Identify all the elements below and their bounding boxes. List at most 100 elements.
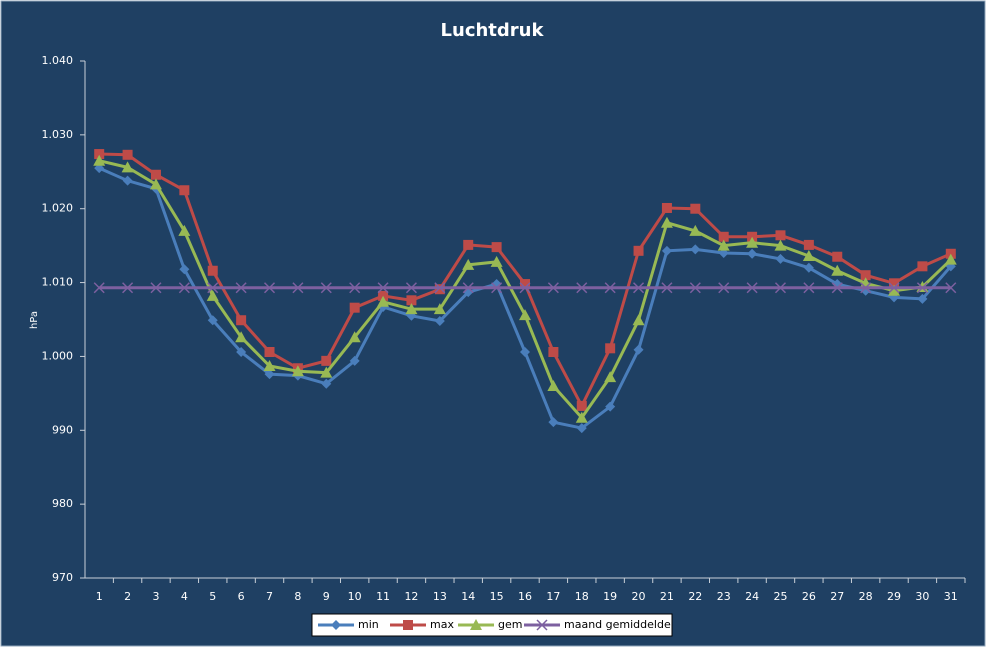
data-point	[717, 239, 730, 251]
x-tick-label: 13	[433, 590, 447, 603]
data-point	[803, 282, 815, 294]
data-point	[520, 279, 530, 290]
data-point	[576, 400, 587, 411]
data-point	[916, 282, 928, 294]
x-tick-label: 14	[461, 590, 475, 603]
data-point	[236, 346, 247, 357]
data-point	[802, 249, 815, 261]
chart-title: Luchtdruk	[441, 20, 545, 41]
data-point	[661, 245, 672, 256]
data-point	[320, 282, 332, 294]
data-point	[519, 309, 531, 321]
x-tick-label: 28	[859, 590, 873, 603]
data-point	[575, 411, 588, 423]
x-tick-label: 10	[348, 590, 362, 603]
data-point	[433, 303, 446, 315]
x-tick-label: 1	[96, 590, 103, 603]
x-tick-label: 30	[915, 590, 929, 603]
x-tick-label: 21	[660, 590, 674, 603]
x-tick-label: 22	[688, 590, 702, 603]
x-tick-label: 3	[152, 590, 159, 603]
y-tick-label: 990	[52, 423, 73, 436]
x-tick-label: 23	[717, 590, 731, 603]
data-point	[746, 236, 759, 248]
data-point	[206, 289, 219, 301]
data-point	[321, 355, 332, 366]
data-point	[633, 282, 645, 294]
data-point	[122, 282, 134, 294]
data-point	[264, 369, 275, 380]
x-tick-label: 19	[603, 590, 617, 603]
data-point	[178, 224, 191, 236]
data-point	[605, 401, 616, 412]
x-tick-label: 26	[802, 590, 816, 603]
legend-marker	[536, 619, 548, 631]
x-tick-label: 5	[209, 590, 216, 603]
x-tick-label: 11	[376, 590, 390, 603]
data-point	[660, 216, 673, 228]
data-point	[661, 202, 672, 213]
data-point	[633, 344, 644, 355]
x-tick-label: 29	[887, 590, 901, 603]
data-point	[406, 295, 417, 306]
data-point	[860, 270, 871, 281]
data-point	[264, 346, 275, 357]
data-point	[207, 315, 218, 326]
data-point	[718, 282, 730, 294]
legend-marker	[470, 619, 482, 630]
data-point	[690, 203, 701, 214]
data-point	[349, 355, 360, 366]
data-point	[604, 371, 617, 383]
data-point	[207, 282, 219, 294]
data-point	[888, 284, 901, 296]
y-tick-label: 1.040	[42, 54, 74, 67]
y-tick-label: 1.000	[42, 349, 74, 362]
data-point	[491, 242, 502, 253]
x-tick-label: 8	[294, 590, 301, 603]
data-point	[348, 331, 361, 343]
data-point	[207, 265, 218, 276]
legend-label: min	[358, 618, 379, 631]
data-point	[831, 264, 844, 276]
data-point	[463, 239, 474, 250]
data-point	[917, 261, 928, 272]
data-point	[150, 282, 162, 294]
x-tick-label: 7	[266, 590, 273, 603]
data-point	[689, 224, 702, 236]
y-axis-label: hPa	[29, 311, 40, 329]
data-point	[633, 245, 644, 256]
y-tick-label: 1.020	[42, 202, 74, 215]
legend-marker	[331, 620, 341, 630]
y-tick-label: 970	[52, 571, 73, 584]
x-tick-label: 2	[124, 590, 131, 603]
data-point	[746, 282, 758, 294]
data-point	[178, 282, 190, 294]
data-point	[434, 282, 446, 294]
data-point	[150, 169, 161, 180]
data-point	[860, 282, 872, 294]
data-point	[576, 423, 587, 434]
data-point	[491, 282, 503, 294]
data-point	[775, 230, 786, 241]
data-point	[803, 239, 814, 250]
data-point	[889, 278, 900, 289]
data-point	[632, 314, 645, 326]
data-point	[434, 315, 445, 326]
x-tick-label: 20	[632, 590, 646, 603]
data-point	[292, 282, 304, 294]
data-point	[718, 231, 729, 242]
data-point	[349, 282, 361, 294]
data-point	[94, 149, 105, 160]
data-point	[690, 244, 701, 255]
x-tick-label: 31	[944, 590, 958, 603]
data-point	[179, 264, 190, 275]
x-tick-label: 4	[181, 590, 188, 603]
data-point	[377, 282, 389, 294]
data-point	[576, 282, 588, 294]
x-tick-label: 15	[490, 590, 504, 603]
legend-marker	[403, 620, 413, 630]
data-point	[321, 378, 332, 389]
x-tick-label: 6	[238, 590, 245, 603]
data-point	[377, 295, 390, 307]
